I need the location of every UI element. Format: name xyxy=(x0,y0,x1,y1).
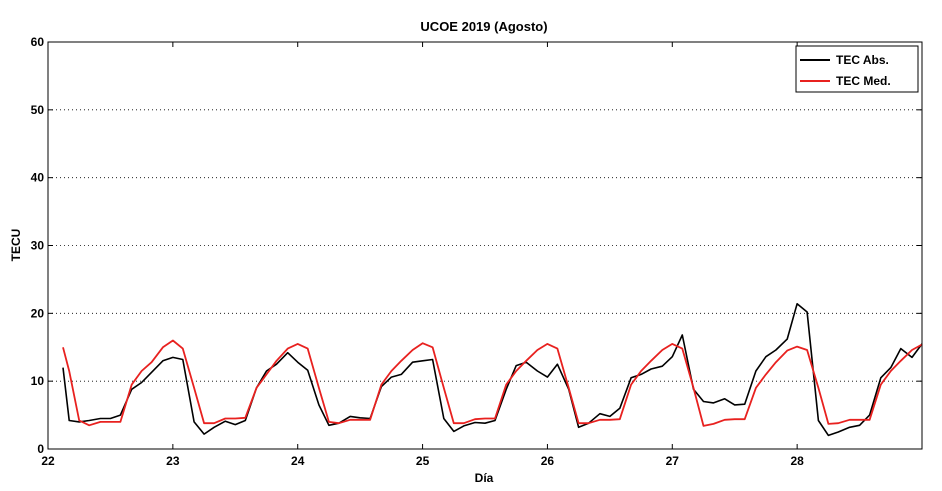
x-tick-label: 27 xyxy=(666,454,680,468)
grid-lines xyxy=(48,109,922,382)
legend-label-med: TEC Med. xyxy=(836,74,891,88)
x-tick-label: 28 xyxy=(790,454,804,468)
x-tick-label: 26 xyxy=(541,454,555,468)
y-tick-label: 60 xyxy=(31,35,45,49)
y-tick-label: 30 xyxy=(31,239,45,253)
y-tick-label: 10 xyxy=(31,374,45,388)
y-tick-label: 50 xyxy=(31,103,45,117)
series-line-tec-med xyxy=(62,339,923,427)
x-tick-label: 25 xyxy=(416,454,430,468)
x-tick-label: 23 xyxy=(166,454,180,468)
x-axis-title: Día xyxy=(475,471,494,485)
x-tick-label: 24 xyxy=(291,454,305,468)
legend-label-abs: TEC Abs. xyxy=(836,53,889,67)
y-axis-title: TECU xyxy=(9,229,23,262)
series-layer xyxy=(62,302,923,437)
y-axis: 0 10 20 30 40 50 60 xyxy=(31,35,922,456)
y-tick-label: 0 xyxy=(37,442,44,456)
x-tick-label: 22 xyxy=(41,454,55,468)
y-tick-label: 20 xyxy=(31,306,45,320)
y-tick-label: 40 xyxy=(31,171,45,185)
chart-title: UCOE 2019 (Agosto) xyxy=(420,19,547,34)
x-axis: 22 23 24 25 26 27 28 xyxy=(41,42,804,468)
legend: TEC Abs. TEC Med. xyxy=(795,45,919,93)
legend-box xyxy=(795,45,919,93)
series-line-tec-abs xyxy=(62,302,923,437)
